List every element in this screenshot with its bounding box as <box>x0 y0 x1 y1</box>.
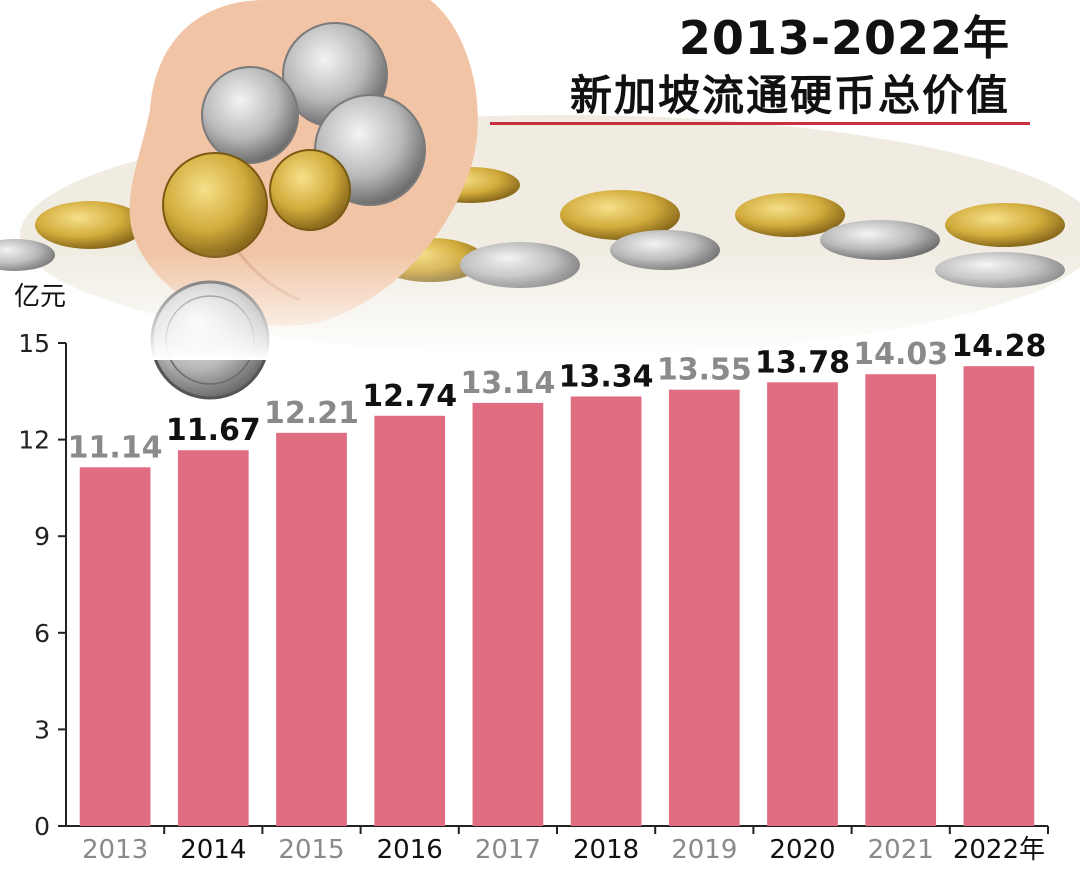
x-tick-label: 2022年 <box>953 835 1045 865</box>
value-label: 14.28 <box>951 329 1046 364</box>
bar-2016 <box>374 415 446 826</box>
bar-2020 <box>767 382 838 826</box>
bar-2019 <box>668 389 740 826</box>
y-tick-label: 3 <box>34 715 50 744</box>
y-axis-unit-label: 亿元 <box>14 282 66 312</box>
bar-2018 <box>570 396 642 826</box>
x-tick-label: 2014 <box>180 835 246 865</box>
x-tick-label: 2018 <box>573 835 639 865</box>
bar-2021 <box>865 374 937 826</box>
y-tick-label: 12 <box>18 426 50 455</box>
bar-series <box>79 366 1035 826</box>
y-axis-ticks: 0 3 6 9 12 15 <box>18 329 66 841</box>
x-tick-label: 2019 <box>671 835 737 865</box>
bar-2013 <box>79 467 151 826</box>
value-label: 11.14 <box>68 430 163 465</box>
value-label: 12.21 <box>264 396 359 431</box>
x-tick-label: 2016 <box>377 835 443 865</box>
value-label: 11.67 <box>166 413 261 448</box>
value-label: 13.78 <box>755 345 850 380</box>
y-tick-label: 0 <box>34 812 50 841</box>
x-axis-ticks: 2013 2014 2015 2016 2017 2018 2019 2020 2021 2022… <box>82 826 1049 865</box>
y-tick-label: 6 <box>34 619 50 648</box>
x-tick-label: 2017 <box>475 835 541 865</box>
bar-2022年 <box>963 366 1035 826</box>
value-labels: 11.14 11.67 12.21 12.74 13.14 13.34 13.55 13.78… <box>68 329 1047 465</box>
value-label: 13.34 <box>559 359 654 394</box>
value-label: 14.03 <box>853 337 948 372</box>
bar-2014 <box>177 450 249 826</box>
chart-title-line-2: 新加坡流通硬币总价值 <box>569 71 1010 120</box>
value-label: 12.74 <box>362 379 457 414</box>
x-tick-label: 2021 <box>868 835 934 865</box>
coin-pile-illustration <box>0 0 1080 400</box>
x-tick-label: 2015 <box>278 835 344 865</box>
title-underline <box>490 122 1030 125</box>
value-label: 13.55 <box>657 353 752 388</box>
bar-2017 <box>472 402 544 826</box>
x-tick-label: 2013 <box>82 835 148 865</box>
y-tick-label: 15 <box>18 329 50 358</box>
y-tick-label: 9 <box>34 522 50 551</box>
bar-2015 <box>276 432 347 826</box>
x-tick-label: 2020 <box>769 835 835 865</box>
chart-title-line-1: 2013-2022年 <box>678 11 1010 65</box>
value-label: 13.14 <box>460 366 555 401</box>
